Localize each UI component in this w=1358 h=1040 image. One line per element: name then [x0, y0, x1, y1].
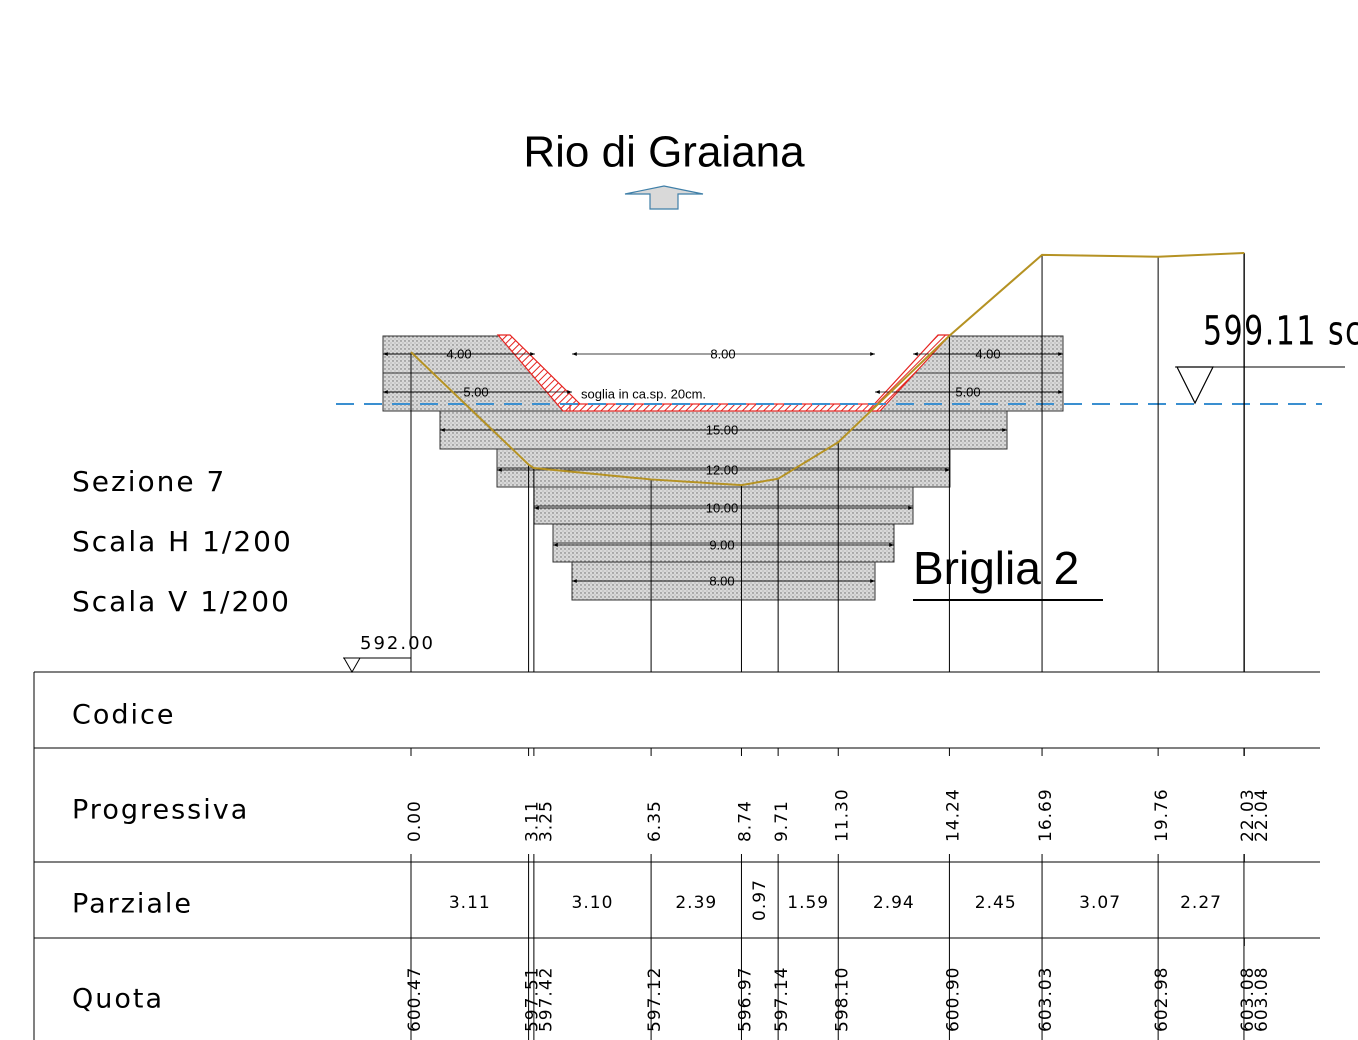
quota-value: 602.98	[1152, 967, 1172, 1032]
water-mark	[1176, 366, 1214, 405]
parziale-value: 2.39	[675, 893, 717, 913]
dimension-label: 10.00	[706, 500, 739, 515]
dimension-label: 5.00	[463, 384, 488, 399]
progressiva-value: 16.69	[1036, 788, 1056, 842]
sill-bottom	[569, 403, 879, 412]
dimension-label: 8.00	[709, 573, 734, 588]
progressiva-value: 9.71	[772, 800, 792, 842]
sill-note: soglia in ca.sp. 20cm.	[581, 386, 706, 401]
row-header: Codice	[72, 700, 175, 731]
reference-label: 592.00	[360, 633, 435, 654]
ground-profile	[410, 251, 1245, 487]
dimension-label: 4.00	[975, 346, 1000, 361]
row-header: Quota	[72, 984, 164, 1015]
row-header: Parziale	[72, 889, 193, 920]
title: Rio di Graiana	[523, 128, 805, 177]
dimension-label: 4.00	[446, 346, 471, 361]
parziale-value: 2.27	[1180, 893, 1222, 913]
parziale-value: 3.10	[572, 893, 614, 913]
dimension-label: 15.00	[706, 422, 739, 437]
progressiva-value: 22.04	[1252, 788, 1272, 842]
quota-value: 597.42	[537, 967, 557, 1032]
progressiva-value: 19.76	[1152, 788, 1172, 842]
quota-value: 596.97	[735, 967, 755, 1032]
parziale-value: 1.59	[787, 893, 829, 913]
quota-value: 603.08	[1238, 967, 1258, 1032]
reference-mark	[343, 657, 361, 674]
quota-value: 598.10	[832, 967, 852, 1032]
quota-value: 597.14	[772, 967, 792, 1032]
quota-value: 600.47	[405, 967, 425, 1032]
quota-value: 597.51	[523, 967, 543, 1032]
dimension-label: 9.00	[709, 537, 734, 552]
table-frame	[33, 671, 1320, 1040]
parziale-value: 2.45	[975, 893, 1017, 913]
scale-v-label: Scala V 1/200	[72, 585, 291, 618]
progressiva-value: 8.74	[735, 800, 755, 842]
quota-value: 603.08	[1252, 967, 1272, 1032]
dimension-label: 12.00	[706, 462, 739, 477]
flow-arrow	[624, 185, 704, 210]
quota-value: 597.12	[645, 967, 665, 1032]
progressiva-value: 11.30	[832, 788, 852, 842]
progressiva-value: 3.25	[537, 800, 557, 842]
progressiva-value: 6.35	[645, 800, 665, 842]
quota-value: 600.90	[943, 967, 963, 1032]
scale-h-label: Scala H 1/200	[72, 525, 293, 558]
quota-value: 603.03	[1036, 967, 1056, 1032]
parziale-value: 3.11	[449, 893, 491, 913]
progressiva-value: 0.00	[405, 800, 425, 842]
parziale-value: 2.94	[873, 893, 915, 913]
parziale-value: 0.97	[750, 879, 770, 921]
progressiva-value: 3.11	[523, 800, 543, 842]
structure-label: Briglia 2	[913, 542, 1079, 594]
parziale-value: 3.07	[1079, 893, 1121, 913]
section-label: Sezione 7	[72, 465, 226, 498]
dimension-label: 5.00	[955, 384, 980, 399]
dimension-label: 8.00	[710, 346, 735, 361]
progressiva-value: 14.24	[943, 788, 963, 842]
row-header: Progressiva	[72, 795, 249, 826]
progressiva-value: 22.03	[1238, 788, 1258, 842]
water-level-label: 599.11 sc	[1203, 308, 1358, 354]
